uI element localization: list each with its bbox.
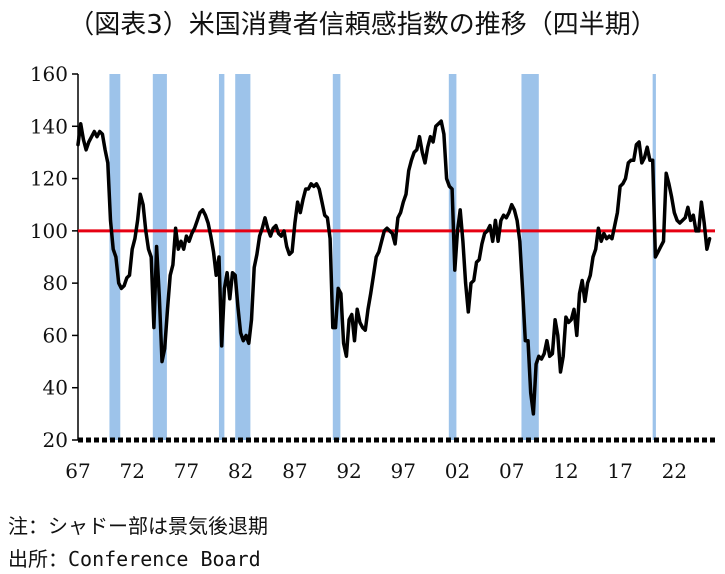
recession-band-5 [332, 74, 341, 440]
y-tick-label-120: 120 [30, 167, 68, 191]
y-tick-label-40: 40 [43, 376, 68, 400]
y-tick-label-140: 140 [30, 114, 68, 138]
note-recession-shading: 注：シャドー部は景気後退期 [8, 514, 268, 538]
y-tick-label-160: 160 [30, 62, 68, 86]
recession-band-7 [521, 74, 539, 440]
recession-band-3 [218, 74, 225, 440]
y-tick-label-100: 100 [30, 219, 68, 243]
x-tick-label-97: 97 [391, 459, 416, 483]
y-tick-label-20: 20 [43, 428, 68, 452]
axes [72, 73, 715, 443]
x-tick-label-77: 77 [174, 459, 199, 483]
x-tick-label-22: 22 [662, 459, 687, 483]
y-tick-label-60: 60 [43, 323, 68, 347]
x-tick-label-87: 87 [282, 459, 307, 483]
chart-title: （図表3）米国消費者信頼感指数の推移（四半期） [68, 10, 657, 40]
y-tick-label-80: 80 [43, 271, 68, 295]
recession-band-6 [448, 74, 457, 440]
recession-band-4 [235, 74, 251, 440]
x-tick-label-17: 17 [607, 459, 632, 483]
note-source: 出所：Conference Board [8, 547, 261, 571]
tick-labels: 20 40 60 80 100 120 140 160 67 72 77 82 87 92 97 02 07 12… [30, 62, 687, 483]
x-tick-label-72: 72 [119, 459, 144, 483]
series-line-1 [76, 119, 712, 416]
recession-shading [109, 74, 656, 440]
x-tick-label-12: 12 [553, 459, 578, 483]
x-tick-label-82: 82 [228, 459, 253, 483]
series-layer [76, 119, 712, 416]
x-tick-label-07: 07 [499, 459, 524, 483]
x-tick-label-67: 67 [65, 459, 90, 483]
x-tick-label-92: 92 [336, 459, 361, 483]
x-tick-label-02: 02 [445, 459, 470, 483]
